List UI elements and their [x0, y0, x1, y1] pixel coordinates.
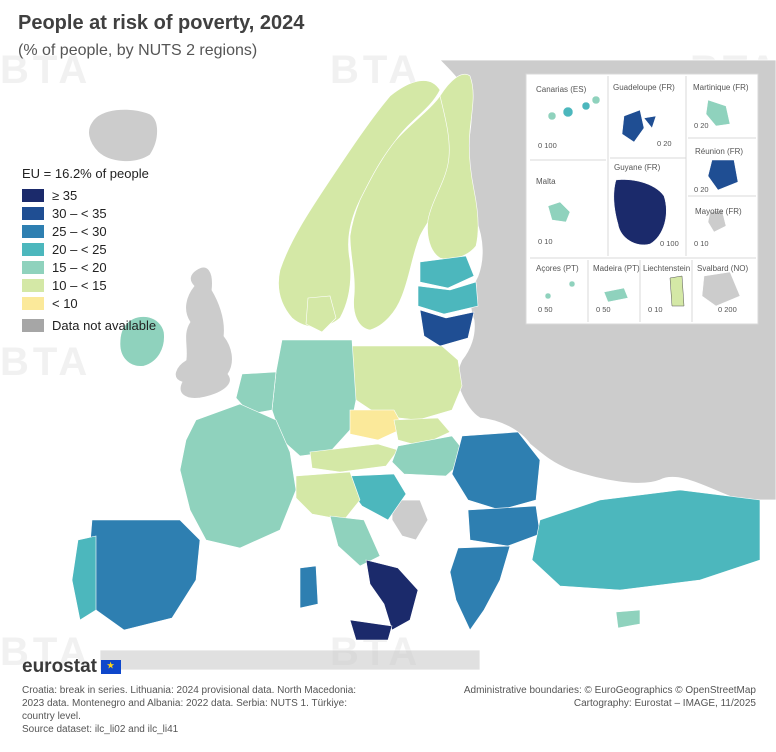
legend-swatch — [22, 224, 44, 238]
legend-label: 15 – < 20 — [52, 259, 107, 275]
inset-label-madeira: Madeira (PT) — [593, 264, 640, 273]
legend-class: 10 – < 15 — [22, 277, 156, 293]
credit-boundaries: Administrative boundaries: © EuroGeograp… — [463, 685, 756, 696]
inset-label-guadeloupe: Guadeloupe (FR) — [613, 83, 675, 92]
legend-not-available: Data not available — [22, 317, 156, 333]
scale-reunion: 0 20 — [694, 185, 709, 194]
logo-text: eurostat — [22, 656, 97, 677]
legend-class: 25 – < 30 — [22, 223, 156, 239]
scale-madeira: 0 50 — [596, 305, 611, 314]
legend-class: < 10 — [22, 295, 156, 311]
footer-note: 2023 data. Montenegro and Albania: 2022 … — [22, 698, 348, 709]
legend-swatch — [22, 296, 44, 310]
inset-label-malta: Malta — [536, 177, 556, 186]
scale-svalbard: 0 200 — [718, 305, 737, 314]
scale-malta: 0 10 — [538, 237, 553, 246]
legend-label: 10 – < 15 — [52, 277, 107, 293]
map-subtitle: (% of people, by NUTS 2 regions) — [18, 42, 258, 59]
scale-acores: 0 50 — [538, 305, 553, 314]
scale-guyane: 0 100 — [660, 239, 679, 248]
inset-label-acores: Açores (PT) — [536, 264, 579, 273]
legend-label: < 10 — [52, 295, 78, 311]
scale-canarias: 0 100 — [538, 141, 557, 150]
eurostat-logo: eurostat — [22, 656, 121, 678]
inset-label-guyane: Guyane (FR) — [614, 163, 661, 172]
credit-cartography: Cartography: Eurostat – IMAGE, 11/2025 — [573, 698, 756, 709]
inset-panel: Canarias (ES) Guadeloupe (FR) Martinique… — [525, 73, 759, 325]
legend-swatch — [22, 318, 44, 332]
legend-class: 30 – < 35 — [22, 205, 156, 221]
legend-swatch — [22, 206, 44, 220]
legend-label: 25 – < 30 — [52, 223, 107, 239]
legend-label: ≥ 35 — [52, 187, 78, 203]
footer-source: Source dataset: ilc_li02 and ilc_li41 — [22, 724, 179, 735]
legend-swatch — [22, 188, 44, 202]
watermark: BTA — [0, 630, 92, 674]
map-title: People at risk of poverty, 2024 — [18, 12, 305, 34]
footer-note: country level. — [22, 711, 81, 722]
legend-label: 20 – < 25 — [52, 241, 107, 257]
footer-notes: Croatia: break in series. Lithuania: 202… — [22, 684, 382, 736]
footer-credits: Administrative boundaries: © EuroGeograp… — [464, 684, 756, 710]
eu-regions — [71, 74, 761, 641]
inset-label-liechtenstein: Liechtenstein — [643, 264, 690, 273]
legend-eu-average: EU = 16.2% of people — [22, 166, 149, 181]
inset-label-canarias: Canarias (ES) — [536, 85, 587, 94]
legend-label: 30 – < 35 — [52, 205, 107, 221]
legend-class: ≥ 35 — [22, 187, 156, 203]
eu-flag-icon — [100, 660, 121, 674]
legend-swatch — [22, 260, 44, 274]
inset-label-martinique: Martinique (FR) — [693, 83, 749, 92]
scale-guadeloupe: 0 20 — [657, 139, 672, 148]
watermark: BTA — [0, 48, 92, 92]
watermark: BTA — [0, 340, 92, 384]
legend-classes: ≥ 35 30 – < 35 25 – < 30 20 – < 25 15 – < 20… — [22, 187, 156, 311]
scale-martinique: 0 20 — [694, 121, 709, 130]
legend-class: 15 – < 20 — [22, 259, 156, 275]
legend-class: 20 – < 25 — [22, 241, 156, 257]
inset-label-svalbard: Svalbard (NO) — [697, 264, 748, 273]
legend-swatch — [22, 242, 44, 256]
scale-mayotte: 0 10 — [694, 239, 709, 248]
watermark: BTA — [330, 48, 422, 92]
footer-note: Croatia: break in series. Lithuania: 202… — [22, 685, 357, 696]
inset-label-reunion: Réunion (FR) — [695, 147, 743, 156]
legend-label: Data not available — [52, 317, 157, 333]
legend-swatch — [22, 278, 44, 292]
inset-label-mayotte: Mayotte (FR) — [695, 207, 742, 216]
legend: EU = 16.2% of people ≥ 35 30 – < 35 25 – <… — [22, 166, 156, 335]
scale-liechtenstein: 0 10 — [648, 305, 663, 314]
